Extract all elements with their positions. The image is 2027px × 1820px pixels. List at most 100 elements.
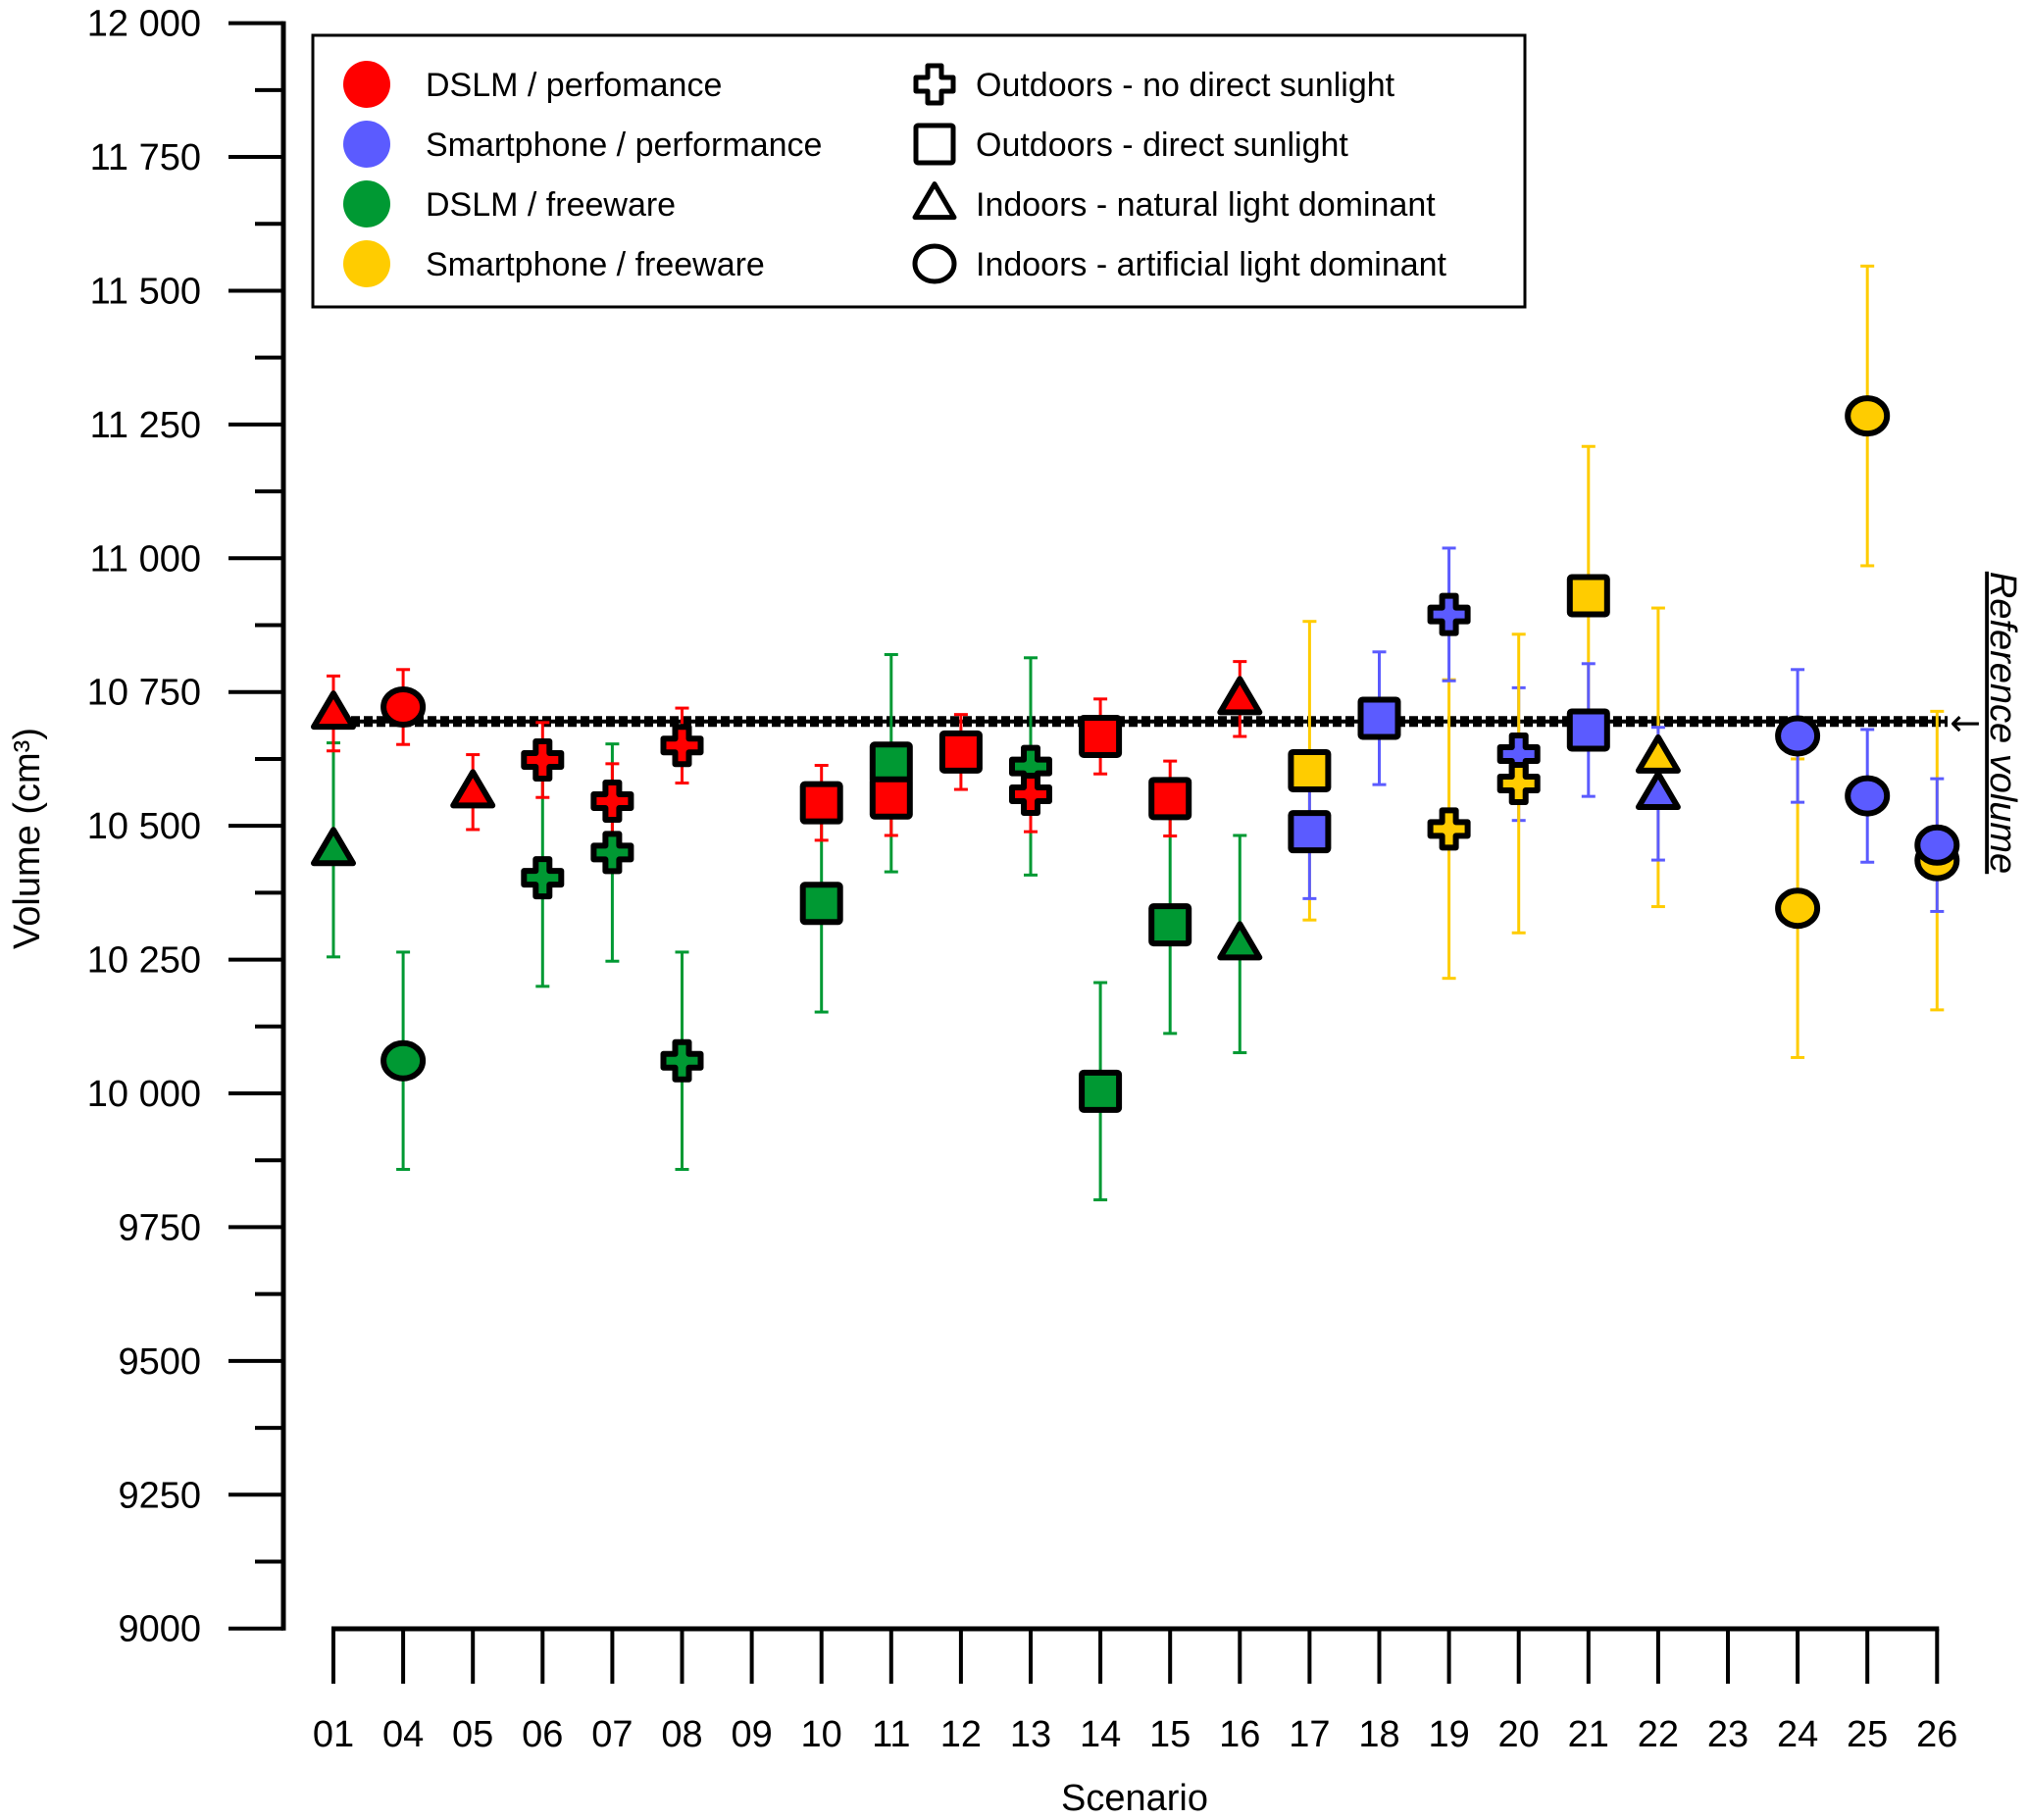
legend: DSLM / perfomance Smartphone / performanc… [311, 33, 1527, 309]
data-point-circle-smart_perf-s24 [1775, 715, 1821, 757]
legend-label-triangle: Indoors - natural light dominant [976, 186, 1436, 224]
x-tick-label: 09 [731, 1714, 772, 1755]
y-tick-label: 11 750 [90, 137, 201, 178]
x-tick-label: 15 [1149, 1714, 1191, 1755]
x-tick-label: 11 [872, 1714, 910, 1755]
x-tick-label: 04 [382, 1714, 424, 1755]
data-point-cross-dslm_free-s06 [521, 856, 565, 900]
y-tick-label: 12 000 [87, 4, 201, 45]
data-point-cross-dslm_perf-s13 [1009, 772, 1052, 816]
data-point-square-dslm_free-s10 [799, 882, 843, 926]
y-axis-title: Volume (cm³) [7, 728, 48, 949]
x-tick-label: 16 [1219, 1714, 1260, 1755]
data-point-square-dslm_perf-s11 [869, 776, 913, 820]
y-tick-label: 9750 [118, 1207, 201, 1248]
data-point-square-smart_perf-s18 [1357, 696, 1401, 740]
legend-swatch-smart_perf [343, 121, 390, 168]
x-tick-label: 12 [940, 1714, 982, 1755]
axes: 12 000 11 750 11 500 11 250 11 000 10 750 10 5… [87, 4, 1958, 1755]
cross-marker-icon [913, 63, 956, 106]
x-tick-label: 20 [1498, 1714, 1540, 1755]
y-tick-label: 9500 [118, 1341, 201, 1383]
x-tick-label: 08 [661, 1714, 702, 1755]
legend-label-smart_perf: Smartphone / performance [426, 126, 822, 164]
data-point-square-dslm_perf-s10 [799, 781, 843, 825]
data-markers [311, 395, 1960, 1113]
circle-marker-icon [912, 243, 957, 284]
x-tick-label: 13 [1010, 1714, 1051, 1755]
data-point-circle-smart_free-s24 [1775, 887, 1821, 930]
data-point-square-smart_free-s17 [1288, 748, 1332, 792]
data-point-cross-dslm_perf-s07 [590, 780, 634, 824]
y-tick-label: 9250 [118, 1475, 201, 1516]
data-point-circle-smart_perf-s26 [1914, 824, 1960, 866]
legend-label-square: Outdoors - direct sunlight [976, 126, 1348, 164]
legend-label-dslm_perf: DSLM / perfomance [426, 67, 722, 104]
data-point-square-dslm_perf-s14 [1079, 715, 1123, 759]
y-tick-label: 9000 [118, 1609, 201, 1650]
y-tick-label: 10 500 [87, 806, 201, 847]
data-point-square-dslm_free-s11 [869, 741, 913, 785]
x-axis-title: Scenario [1061, 1778, 1208, 1819]
data-point-square-smart_perf-s21 [1566, 708, 1610, 752]
data-point-cross-dslm_free-s08 [660, 1038, 704, 1083]
data-point-triangle-dslm_perf-s16 [1217, 676, 1263, 716]
data-point-triangle-smart_perf-s22 [1635, 771, 1681, 811]
data-point-square-dslm_perf-s15 [1148, 777, 1192, 821]
data-point-square-smart_perf-s17 [1288, 810, 1332, 854]
data-point-cross-dslm_perf-s08 [660, 724, 704, 768]
data-point-triangle-dslm_perf-s01 [311, 690, 356, 731]
data-point-cross-smart_free-s19 [1427, 807, 1471, 851]
data-point-cross-dslm_perf-s06 [521, 738, 565, 783]
legend-label-dslm_free: DSLM / freeware [426, 186, 676, 224]
error-bars [327, 264, 1945, 1202]
x-tick-label: 24 [1777, 1714, 1818, 1755]
x-tick-label: 21 [1568, 1714, 1609, 1755]
data-point-square-dslm_perf-s12 [938, 730, 983, 774]
legend-label-smart_free: Smartphone / freeware [426, 246, 765, 283]
y-tick-label: 11 250 [90, 405, 201, 446]
x-tick-label: 05 [452, 1714, 493, 1755]
x-tick-label: 10 [801, 1714, 842, 1755]
data-point-circle-smart_perf-s25 [1845, 775, 1891, 817]
x-tick-label: 23 [1707, 1714, 1748, 1755]
legend-swatch-dslm_perf [343, 61, 390, 108]
x-tick-label: 17 [1289, 1714, 1330, 1755]
data-point-triangle-dslm_perf-s05 [450, 769, 496, 809]
x-tick-label: 19 [1428, 1714, 1469, 1755]
data-point-triangle-dslm_free-s01 [311, 827, 356, 867]
x-tick-label: 18 [1358, 1714, 1399, 1755]
y-tick-label: 11 500 [90, 271, 201, 312]
y-tick-label: 11 000 [90, 538, 201, 580]
legend-swatch-dslm_free [343, 180, 390, 228]
legend-label-cross: Outdoors - no direct sunlight [976, 67, 1395, 104]
legend-label-circle: Indoors - artificial light dominant [976, 246, 1447, 283]
y-tick-label: 10 250 [87, 940, 201, 982]
data-point-cross-smart_perf-s19 [1427, 592, 1471, 636]
x-tick-label: 07 [591, 1714, 633, 1755]
square-marker-icon [913, 123, 956, 166]
data-point-cross-smart_free-s20 [1496, 762, 1541, 806]
data-point-triangle-smart_free-s22 [1635, 733, 1681, 774]
data-point-circle-smart_free-s25 [1845, 395, 1891, 437]
x-tick-label: 06 [522, 1714, 563, 1755]
data-point-square-dslm_free-s15 [1148, 903, 1192, 947]
data-point-circle-dslm_free-s04 [380, 1039, 427, 1082]
x-tick-label: 01 [313, 1714, 354, 1755]
legend-swatch-smart_free [343, 240, 390, 287]
y-tick-label: 10 750 [87, 673, 201, 714]
x-tick-label: 26 [1916, 1714, 1957, 1755]
data-point-cross-dslm_free-s07 [590, 831, 634, 875]
x-tick-label: 25 [1847, 1714, 1888, 1755]
data-point-circle-dslm_perf-s04 [380, 686, 427, 729]
triangle-marker-icon [912, 181, 957, 221]
y-tick-label: 10 000 [87, 1074, 201, 1115]
data-point-triangle-dslm_free-s16 [1217, 921, 1263, 961]
reference-volume-label: Reference volume [1982, 572, 2023, 874]
data-point-square-smart_free-s21 [1566, 574, 1610, 618]
reference-arrow-icon: ← [1950, 701, 1981, 744]
x-tick-label: 14 [1080, 1714, 1121, 1755]
data-point-square-dslm_free-s14 [1079, 1069, 1123, 1113]
x-tick-label: 22 [1638, 1714, 1679, 1755]
